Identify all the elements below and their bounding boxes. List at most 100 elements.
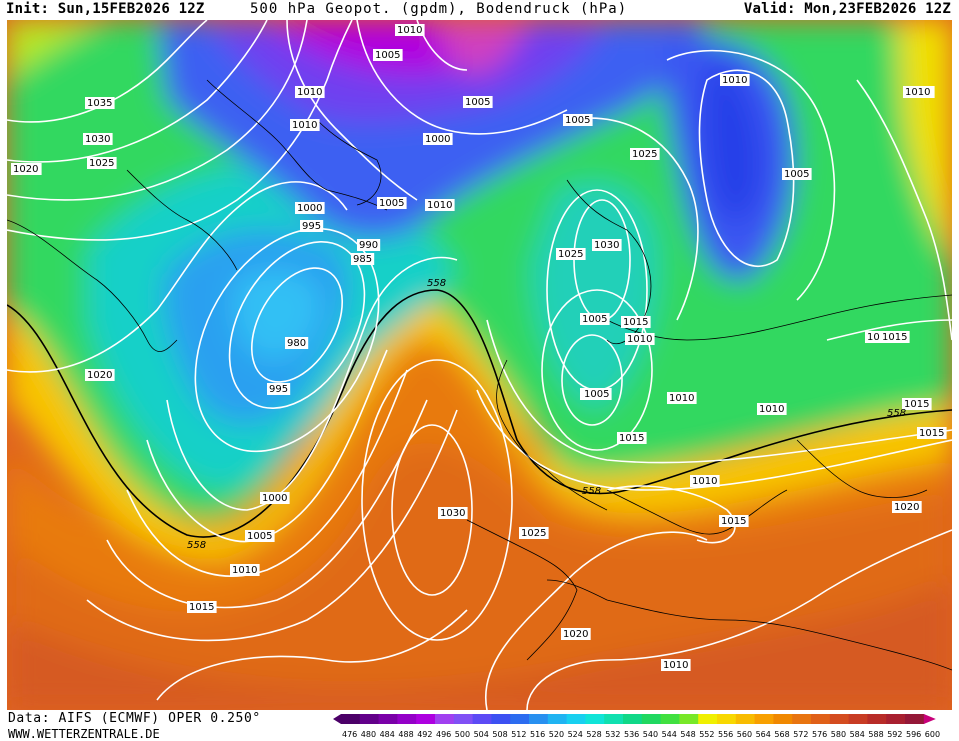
isobar-label: 1005: [563, 114, 593, 126]
isobar-label: 980: [285, 337, 309, 349]
colorbar-swatch: [604, 714, 624, 724]
colorbar-tick-label: 568: [774, 730, 789, 739]
isobar-label: 1010: [395, 24, 425, 36]
isobar-label: 1000: [260, 492, 290, 504]
isobar-label: 1010: [230, 564, 260, 576]
colorbar-tick-label: 588: [868, 730, 883, 739]
colorbar-tick-label: 476: [342, 730, 357, 739]
isobar-label: 995: [267, 383, 291, 395]
colorbar-tick-label: 520: [549, 730, 564, 739]
isobar-label: 1005: [377, 197, 407, 209]
map-title: 500 hPa Geopot. (gpdm), Bodendruck (hPa): [250, 1, 628, 17]
isobar-label-text: 1010: [692, 476, 717, 487]
isobar-label-text: 1020: [894, 502, 919, 513]
isobar-label-text: 1025: [521, 528, 546, 539]
colorbar-swatch: [416, 714, 436, 724]
isobar-label: 1010: [661, 659, 691, 671]
colorbar-tick-label: 544: [662, 730, 677, 739]
weather-map: 1035 1030 1025 1020 1020 1015 1010 1010 1010 1005…: [7, 20, 952, 710]
colorbar-tick-label: 572: [793, 730, 808, 739]
isobar-label-text: 1025: [558, 249, 583, 260]
isobar-label-text: 985: [353, 254, 372, 265]
isobar-label-text: 1010: [663, 660, 688, 671]
isobar-label-text: 1030: [440, 508, 465, 519]
isobar-label: 1025: [556, 248, 586, 260]
isobar-label: 1015: [902, 398, 932, 410]
colorbar-swatch: [811, 714, 831, 724]
isobar-label: 1010: [757, 403, 787, 415]
isobar-label: 985: [351, 253, 375, 265]
colorbar-swatch: [829, 714, 850, 724]
colorbar-tick-label: 548: [680, 730, 695, 739]
colorbar-swatch: [717, 714, 737, 724]
colorbar-swatch: [679, 714, 699, 724]
colorbar-swatch: [378, 714, 398, 724]
colorbar-swatch: [491, 714, 511, 724]
isobar-label-text: 1010: [297, 87, 322, 98]
colorbar-swatch: [754, 714, 774, 724]
isobar-label: 1005: [245, 530, 275, 542]
isobar-label-text: 1010: [627, 334, 652, 345]
contour-558-label: 558: [427, 278, 446, 289]
colorbar-swatch: [547, 714, 568, 724]
colorbar-tick-label: 504: [474, 730, 489, 739]
colorbar-swatch: [453, 714, 474, 724]
colorbar-tick-label: 584: [850, 730, 865, 739]
isobar-label-text: 1000: [262, 493, 287, 504]
colorbar-tick-label: 500: [455, 730, 470, 739]
isobar-label-text: 1030: [594, 240, 619, 251]
isobar-label: 1005: [373, 49, 403, 61]
isobar-label: 1020: [892, 501, 922, 513]
isobar-label-text: 1015: [189, 602, 214, 613]
valid-time: Valid: Mon,23FEB2026 12Z: [743, 1, 951, 17]
colorbar-swatch: [773, 714, 793, 724]
header-bar: Init: Sun,15FEB2026 12Z 500 hPa Geopot. …: [0, 0, 959, 20]
isobar-label: 1015: [719, 515, 749, 527]
colorbar-swatch: [359, 714, 380, 724]
colorbar-swatch: [435, 714, 455, 724]
isobar-label-text: 1000: [425, 134, 450, 145]
isobar-label: 1015: [917, 427, 947, 439]
isobar-label: 1010: [667, 392, 697, 404]
isobar-label-text: 1015: [904, 399, 929, 410]
isobar-label: 1030: [592, 239, 622, 251]
isobar-label-text: 1010: [397, 25, 422, 36]
isobar-label: 1005: [582, 388, 612, 400]
colorbar-right-arrow: [923, 714, 936, 724]
isobar-label-text: 1020: [563, 629, 588, 640]
colorbar-tick-label: 564: [756, 730, 771, 739]
colorbar-swatches: [333, 714, 936, 724]
colorbar-tick-label: 592: [887, 730, 902, 739]
isobar-label: 1015: [617, 432, 647, 444]
isobar-label-text: 1010: [292, 120, 317, 131]
colorbar-swatch: [886, 714, 906, 724]
isobar-label-text: 995: [302, 221, 321, 232]
isobar-label-text: 990: [359, 240, 378, 251]
colorbar-swatch: [660, 714, 680, 724]
isobar-label-text: 1010: [722, 75, 747, 86]
isobar-label: 1020: [11, 163, 41, 175]
isobar-label-text: 995: [269, 384, 288, 395]
isobar-label: 1035: [85, 97, 115, 109]
colorbar-tick-label: 576: [812, 730, 827, 739]
colorbar-tick-label: 532: [605, 730, 620, 739]
isobar-label: 1020: [561, 628, 591, 640]
colorbar-swatch: [698, 714, 718, 724]
isobar-label-text: 1025: [632, 149, 657, 160]
colorbar-tick-label: 596: [906, 730, 921, 739]
contour-558-label: 558: [187, 540, 206, 551]
isobar-label: 1025: [87, 157, 117, 169]
colorbar-swatch: [510, 714, 530, 724]
colorbar-tick-label: 556: [718, 730, 733, 739]
colorbar-swatch: [623, 714, 643, 724]
isobars: [7, 20, 952, 710]
isobar-label: 1005: [782, 168, 812, 180]
isobar-label-text: 1010: [759, 404, 784, 415]
isobar-label: 1030: [83, 133, 113, 145]
isobar-label: 990: [357, 239, 381, 251]
colorbar-tick-label: 540: [643, 730, 658, 739]
colorbar-left-arrow: [333, 714, 341, 724]
isobar-labels: 1035 1030 1025 1020 1020 1015 1010 1010 1010 1005…: [11, 24, 947, 671]
colorbar-tick-label: 560: [737, 730, 752, 739]
isobar-label-text: 1020: [87, 370, 112, 381]
